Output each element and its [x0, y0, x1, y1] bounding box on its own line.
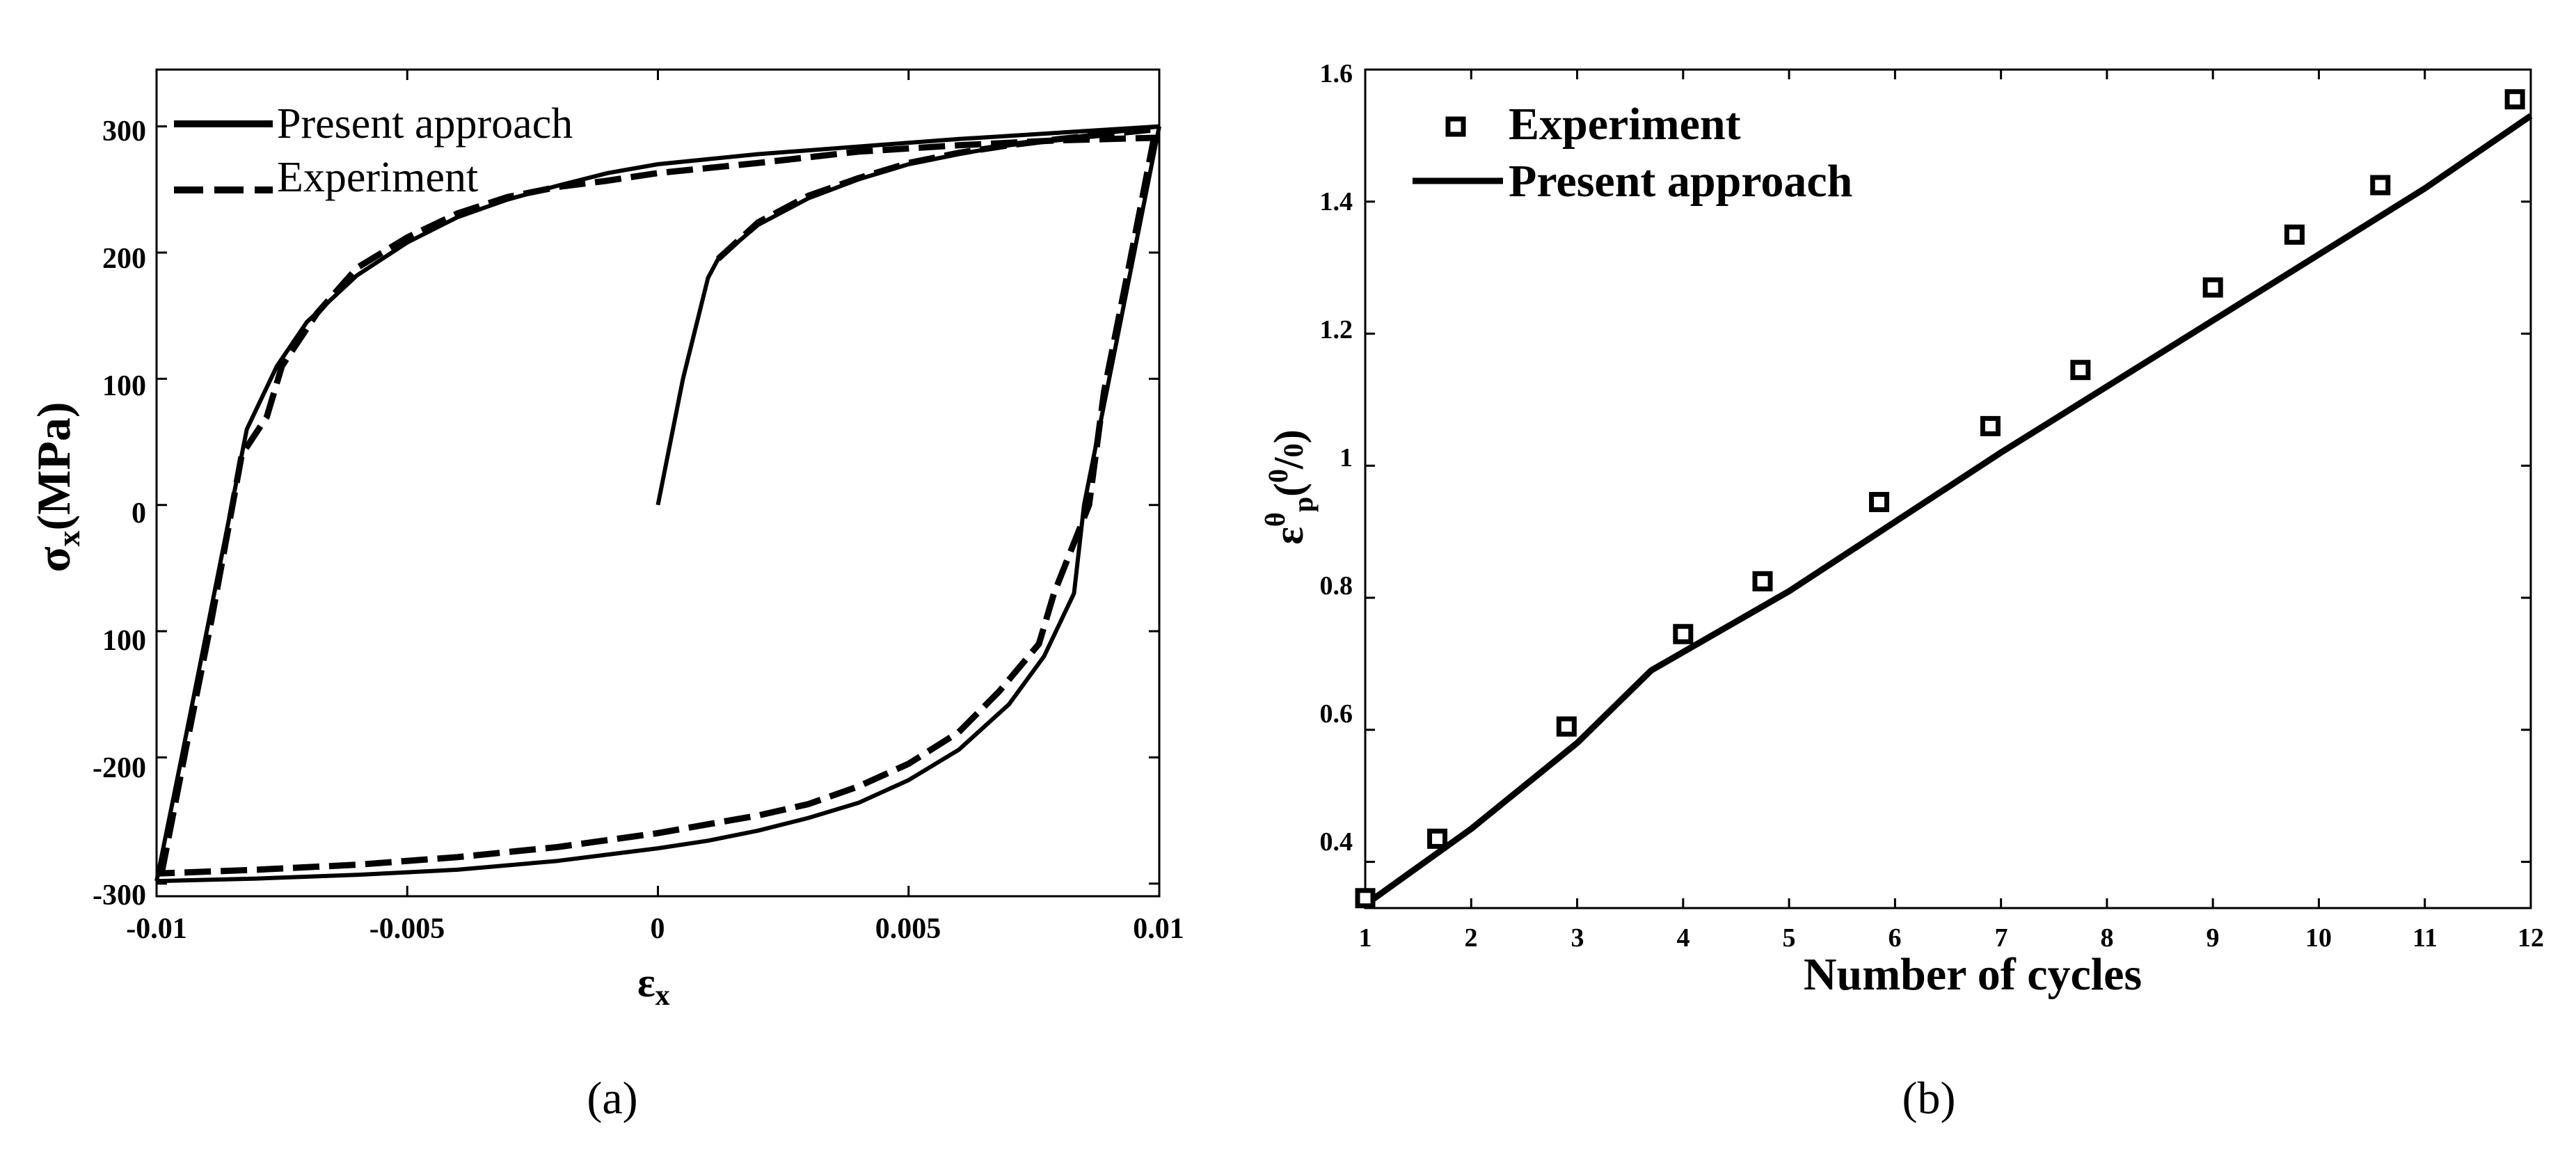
panel-b-x-tick-label: 8 [2101, 923, 2114, 953]
panel-a-y-axis-label-main: σ [27, 547, 80, 573]
panel-b-caption: (b) [1902, 1073, 1956, 1124]
panel-b-experiment-point [2284, 224, 2305, 245]
panel-b-x-tick-label: 7 [1995, 923, 2008, 953]
panel-a-y-axis-label: σx(MPa) [27, 401, 86, 572]
panel-b-x-tick-label: 12 [2518, 923, 2544, 953]
panel-a-x-tick-label: -0.005 [369, 913, 445, 945]
panel-b-y-axis-label-superscript: θ [1259, 512, 1291, 527]
panel-b-y-tick-label: 1.2 [1320, 315, 1353, 344]
panel-b-y-axis-label-subscript: p [1287, 497, 1319, 512]
panel-b-experiment-point [2370, 175, 2391, 196]
panel-a-series-experiment-initial-loading [715, 125, 1160, 262]
panel-b-x-tick-label: 4 [1677, 923, 1690, 953]
panel-b-series-present-approach-line [1363, 113, 2533, 907]
panel-b-experiment-point [1752, 571, 1773, 591]
panel-b-y-axis-label-open-paren: ( [1266, 483, 1312, 497]
panel-b-x-tick-label: 3 [1571, 923, 1584, 953]
panel-b-y-tick-label: 0.4 [1320, 827, 1353, 857]
panel-b-marker-series [1355, 89, 2525, 909]
panel-b-legend-marker-swatch [1445, 116, 1466, 137]
panel-a-series-experiment-reloading-to-tension [158, 134, 1160, 875]
panel-a-curves [154, 124, 1161, 884]
panel-b-y-axis-label-percent-bottom: 0 [1278, 443, 1309, 457]
panel-a: 300 200 100 0 100 -200 -300 -0.01 -0.005… [27, 68, 1184, 1124]
panel-a-y-tick-label: 0 [132, 498, 146, 530]
panel-a-series-present-approach-unloading-to-compression [156, 126, 1161, 884]
panel-b-y-tick-marks [1365, 68, 2531, 864]
panel-a-legend: Present approach Experiment [174, 100, 573, 201]
panel-b-y-tick-label: 0.6 [1320, 699, 1353, 729]
panel-a-x-axis-label: εx [637, 960, 670, 1012]
panel-a-x-tick-label: 0 [651, 913, 665, 945]
panel-a-x-tick-label: 0.005 [875, 913, 941, 945]
panel-a-x-tick-label: 0.01 [1133, 913, 1184, 945]
panel-a-series-present-approach-initial-loading [655, 124, 1160, 506]
panel-b-experiment-point [1673, 623, 1694, 644]
panel-a-y-tick-label: -200 [93, 752, 146, 784]
panel-b-x-axis-label: Number of cycles [1804, 949, 2142, 1000]
panel-b-x-tick-label: 11 [2412, 923, 2438, 953]
panel-b-y-axis-label-slash: / [1266, 456, 1312, 470]
panel-a-legend-label-experiment: Experiment [277, 154, 478, 201]
panel-a-x-tick-label: -0.01 [126, 913, 187, 945]
panel-a-x-tick-marks [155, 70, 1161, 896]
panel-a-y-axis-label-unit: (MPa) [27, 401, 80, 530]
panel-b-experiment-point [2504, 89, 2525, 110]
panel-a-series-experiment-unloading-to-compression [156, 136, 1158, 877]
panel-a-x-axis-label-subscript: x [655, 980, 670, 1012]
panel-b-experiment-point [2202, 277, 2223, 298]
panel-b-line-series [1363, 113, 2533, 907]
panel-b-y-tick-label: 1.4 [1320, 187, 1353, 216]
panel-b-x-tick-label: 9 [2207, 923, 2220, 953]
panel-b-x-tick-label: 5 [1783, 923, 1796, 953]
panel-a-x-axis-label-main: ε [637, 960, 655, 1005]
panel-b: 1.6 1.4 1.2 1 0.8 0.6 0.4 1 2 3 4 5 6 7 … [1259, 59, 2544, 1124]
panel-b-experiment-point [1355, 888, 1376, 909]
panel-b-legend-label-experiment: Experiment [1509, 99, 1741, 150]
panel-b-x-tick-label: 1 [1359, 923, 1372, 953]
panel-a-caption: (a) [587, 1073, 637, 1124]
panel-a-y-tick-label: -300 [93, 880, 146, 912]
panel-b-x-tick-label: 2 [1465, 923, 1478, 953]
panel-b-experiment-point [2070, 360, 2091, 381]
panel-b-y-tick-label: 1.6 [1320, 59, 1353, 88]
panel-b-x-tick-label: 10 [2305, 923, 2332, 953]
panel-a-y-tick-label: 100 [102, 625, 146, 657]
panel-b-y-tick-label: 0.8 [1320, 571, 1353, 601]
panel-b-legend-label-present-approach: Present approach [1509, 156, 1852, 207]
panel-a-legend-label-present-approach: Present approach [277, 100, 573, 148]
panel-b-plot-frame [1364, 68, 2532, 909]
panel-a-y-tick-label: 100 [102, 370, 146, 402]
panel-a-y-axis-label-subscript: x [51, 531, 86, 547]
panel-b-y-axis-label-close-paren: ) [1266, 429, 1312, 443]
panel-a-y-tick-label: 300 [102, 116, 146, 148]
panel-a-y-tick-label: 200 [102, 243, 146, 275]
panel-b-experiment-point [1980, 415, 2001, 436]
panel-a-y-tick-marks [157, 125, 1159, 885]
panel-b-legend: Experiment Present approach [1413, 99, 1852, 207]
panel-b-experiment-point [1869, 491, 1890, 512]
panel-b-experiment-point [1427, 828, 1448, 849]
panel-b-experiment-point [1556, 716, 1577, 737]
panel-b-y-tick-label: 1 [1339, 443, 1353, 472]
panel-b-y-axis-label-percent-top: 0 [1262, 469, 1294, 483]
panel-b-x-tick-marks [1364, 70, 2532, 908]
panel-b-y-axis-label: εθp(0/0) [1259, 429, 1319, 544]
panel-b-y-axis-label-main: ε [1266, 527, 1312, 545]
panel-b-x-tick-label: 6 [1889, 923, 1902, 953]
